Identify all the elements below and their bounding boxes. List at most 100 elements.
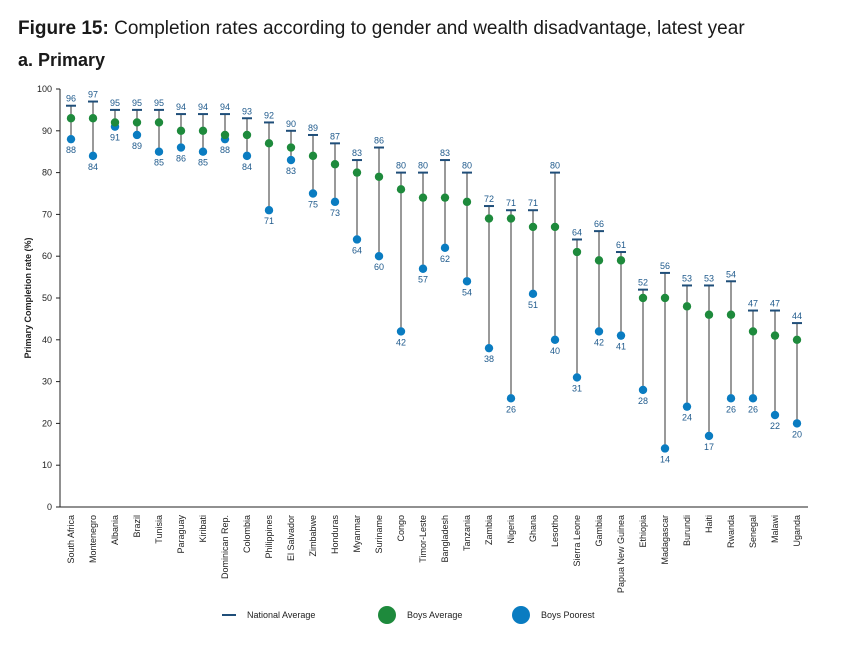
- country-group: 95 89 Brazil: [132, 98, 142, 538]
- national-average-label: 94: [220, 102, 230, 112]
- national-average-label: 96: [66, 94, 76, 104]
- national-average-label: 95: [154, 98, 164, 108]
- y-tick-label: 50: [42, 293, 52, 303]
- national-average-label: 80: [550, 161, 560, 171]
- boys-poorest-point: [330, 197, 340, 207]
- boys-poorest-label: 38: [484, 354, 494, 364]
- x-tick-label: Papua New Guinea: [616, 515, 626, 593]
- boys-average-point: [374, 172, 384, 181]
- boys-poorest-point: [88, 151, 98, 161]
- boys-average-point: [308, 151, 318, 161]
- x-tick-label: Timor-Leste: [418, 515, 428, 563]
- figure-title-text: Completion rates according to gender and…: [108, 18, 745, 39]
- legend-label: Boys Poorest: [541, 610, 595, 620]
- national-average-label: 90: [286, 119, 296, 129]
- boys-poorest-point: [352, 235, 362, 244]
- boys-average-point: [198, 126, 208, 135]
- boys-poorest-label: 54: [462, 287, 472, 297]
- boys-poorest-label: 88: [66, 145, 76, 155]
- x-tick-label: Brazil: [132, 515, 142, 538]
- x-tick-label: South Africa: [66, 515, 76, 564]
- boys-average-point: [110, 118, 120, 127]
- boys-poorest-label: 57: [418, 275, 428, 285]
- x-tick-label: Myanmar: [352, 515, 362, 553]
- boys-poorest-point: [484, 343, 494, 353]
- boys-poorest-point: [550, 335, 560, 344]
- national-average-label: 54: [726, 269, 736, 279]
- boys-average-point: [462, 197, 472, 207]
- x-tick-label: Kiribati: [198, 515, 208, 543]
- boys-average-point: [242, 130, 252, 140]
- national-average-label: 83: [352, 148, 362, 158]
- boys-poorest-label: 22: [770, 421, 780, 431]
- country-group: 80 42 Congo: [396, 161, 406, 542]
- country-group: 95 85 Tunisia: [154, 98, 164, 544]
- country-group: 80 40 Lesotho: [550, 161, 560, 547]
- boys-average-point: [616, 256, 626, 265]
- boys-poorest-label: 20: [792, 429, 802, 439]
- x-tick-label: Rwanda: [726, 515, 736, 548]
- chart-axes: 0 10 20 30 40 50 60 70 80 90 100 Primary Completion…: [23, 84, 808, 512]
- y-tick-label: 70: [42, 209, 52, 219]
- boys-poorest-label: 41: [616, 342, 626, 352]
- x-tick-label: Gambia: [594, 515, 604, 547]
- national-average-label: 66: [594, 219, 604, 229]
- country-group: 95 91 Albania: [110, 98, 120, 545]
- boys-poorest-label: 40: [550, 346, 560, 356]
- boys-poorest-point: [286, 155, 296, 165]
- country-group: 94 86 Paraguay: [176, 102, 186, 553]
- country-group: 71 26 Nigeria: [506, 198, 516, 543]
- boys-poorest-point: [264, 206, 274, 215]
- national-average-label: 95: [110, 98, 120, 108]
- boys-poorest-point: [616, 331, 626, 340]
- boys-average-point: [132, 118, 142, 127]
- chart-legend: National Average Boys Average Boys Poorest: [222, 606, 595, 624]
- x-tick-label: Bangladesh: [440, 515, 450, 563]
- national-average-label: 89: [308, 123, 318, 133]
- x-tick-label: Colombia: [242, 515, 252, 553]
- x-tick-label: Sierra Leone: [572, 515, 582, 567]
- national-average-label: 52: [638, 278, 648, 288]
- country-group: 61 41 Papua New Guinea: [616, 240, 626, 593]
- boys-poorest-point: [506, 394, 516, 403]
- boys-average-point: [418, 193, 428, 202]
- x-tick-label: Malawi: [770, 515, 780, 543]
- boys-poorest-point: [308, 189, 318, 198]
- x-tick-label: Albania: [110, 515, 120, 545]
- y-tick-label: 20: [42, 418, 52, 428]
- country-group: 83 64 Myanmar: [352, 148, 362, 552]
- national-average-label: 87: [330, 131, 340, 141]
- boys-poorest-label: 60: [374, 262, 384, 272]
- boys-average-point: [66, 114, 76, 123]
- x-tick-label: Burundi: [682, 515, 692, 546]
- y-tick-label: 40: [42, 335, 52, 345]
- boys-poorest-label: 28: [638, 396, 648, 406]
- boys-average-point: [484, 214, 494, 223]
- boys-poorest-label: 75: [308, 200, 318, 210]
- x-tick-label: Congo: [396, 515, 406, 542]
- national-average-label: 72: [484, 194, 494, 204]
- boys-average-point: [638, 293, 648, 303]
- x-tick-label: Suriname: [374, 515, 384, 554]
- country-group: 80 54 Tanzania: [462, 161, 472, 551]
- country-group: 80 57 Timor-Leste: [418, 161, 428, 563]
- boys-poorest-label: 84: [242, 162, 252, 172]
- boys-poorest-label: 14: [660, 454, 670, 464]
- country-group: 56 14 Madagascar: [660, 261, 670, 565]
- national-average-label: 80: [462, 161, 472, 171]
- boys-poorest-label: 85: [154, 158, 164, 168]
- boys-poorest-label: 26: [726, 404, 736, 414]
- national-average-label: 94: [198, 102, 208, 112]
- boys-poorest-point: [396, 327, 406, 336]
- national-average-label: 64: [572, 227, 582, 237]
- boys-average-point: [726, 310, 736, 319]
- legend-label: Boys Average: [407, 610, 462, 620]
- chart-marks: 96 88 South Africa 97 84 Montenegro 95 91 Albani…: [66, 90, 802, 594]
- legend-circle-marker: [378, 606, 396, 624]
- national-average-label: 86: [374, 136, 384, 146]
- boys-poorest-label: 62: [440, 254, 450, 264]
- boys-poorest-point: [132, 130, 142, 140]
- boys-average-point: [286, 143, 296, 152]
- national-average-label: 71: [506, 198, 516, 208]
